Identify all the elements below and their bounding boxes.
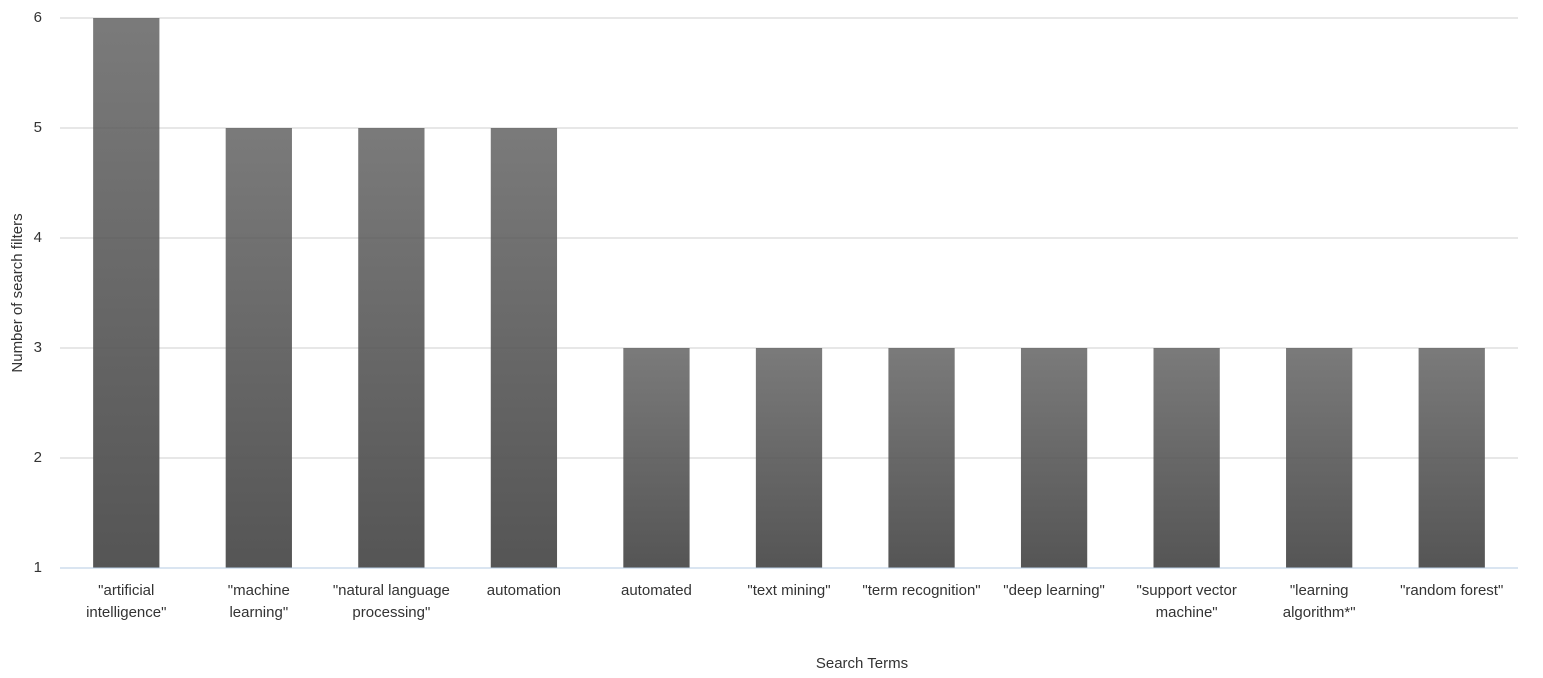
x-axis-title: Search Terms — [816, 655, 908, 672]
bar — [225, 128, 292, 568]
x-tick-label: "random forest" — [1400, 582, 1504, 599]
x-tick-label: automation — [486, 582, 562, 599]
x-tick-label: "term recognition" — [862, 582, 981, 599]
x-tick-label: "machine learning" — [227, 582, 290, 621]
x-tick-label: automated — [621, 582, 692, 599]
y-tick-label: 1 — [34, 559, 42, 576]
x-tick-label: "text mining" — [747, 582, 831, 599]
bar — [1153, 348, 1220, 568]
bar — [888, 348, 955, 568]
bar — [1020, 348, 1088, 568]
y-tick-label: 6 — [34, 9, 42, 26]
x-tick-label: "artificial intelligence" — [86, 582, 167, 621]
x-tick-label: "learning algorithm*" — [1282, 582, 1356, 621]
y-tick-label: 5 — [34, 119, 42, 136]
bar — [490, 128, 558, 568]
bar — [623, 348, 690, 568]
x-tick-label: "deep learning" — [1003, 582, 1105, 599]
y-tick-label: 3 — [34, 339, 42, 356]
bar — [358, 128, 425, 568]
bar — [1418, 348, 1485, 568]
bar — [755, 348, 823, 568]
x-tick-label: "support vector machine" — [1136, 582, 1237, 621]
x-tick-label: "natural language processing" — [332, 582, 450, 621]
bar — [1286, 348, 1353, 568]
y-tick-label: 2 — [34, 449, 42, 466]
y-axis-title: Number of search filters — [9, 213, 26, 372]
bar — [93, 18, 160, 568]
y-tick-label: 4 — [34, 229, 42, 246]
